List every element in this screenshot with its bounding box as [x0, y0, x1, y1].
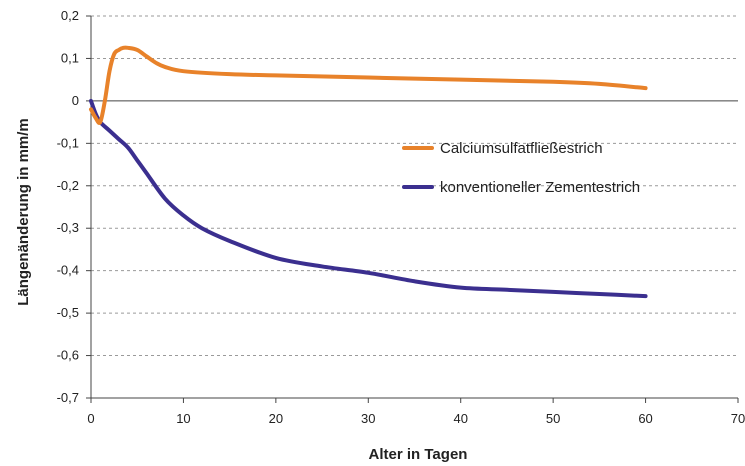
series-line-zement — [89, 98, 648, 299]
x-tick-label: 10 — [176, 411, 190, 426]
legend-item-calcium: Calciumsulfatfließestrich — [402, 140, 603, 157]
y-tick-label: -0,6 — [57, 348, 79, 363]
x-tick-label: 0 — [87, 411, 94, 426]
y-tick-label: 0,2 — [61, 8, 79, 23]
x-tick-label: 60 — [638, 411, 652, 426]
x-tick-label: 30 — [361, 411, 375, 426]
y-tick-label: 0,1 — [61, 50, 79, 65]
x-tick-label: 40 — [453, 411, 467, 426]
series-lines — [89, 45, 648, 299]
y-tick-label: -0,7 — [57, 390, 79, 405]
x-tick-label: 70 — [731, 411, 745, 426]
tick-labels: 0,2 0,1 0 -0,1 -0,2 -0,3 -0,4 -0,5 -0,6 -0,7 0 10 20… — [57, 8, 745, 426]
y-axis-title: Längenänderung in mm/m — [15, 118, 32, 306]
legend-label-zement: konventioneller Zementestrich — [440, 179, 640, 196]
axes — [86, 15, 739, 403]
legend-label-calcium: Calciumsulfatfließestrich — [440, 140, 603, 157]
x-tick-label: 50 — [546, 411, 560, 426]
y-tick-label: 0 — [72, 93, 79, 108]
y-tick-label: -0,2 — [57, 178, 79, 193]
y-tick-label: -0,3 — [57, 220, 79, 235]
x-axis-title: Alter in Tagen — [369, 446, 468, 463]
x-tick-label: 20 — [269, 411, 283, 426]
legend: Calciumsulfatfließestrich konventionelle… — [402, 140, 640, 196]
y-tick-label: -0,5 — [57, 305, 79, 320]
legend-item-zement: konventioneller Zementestrich — [402, 179, 640, 196]
y-tick-label: -0,4 — [57, 263, 79, 278]
series-line-calcium — [89, 45, 648, 125]
y-tick-label: -0,1 — [57, 135, 79, 150]
